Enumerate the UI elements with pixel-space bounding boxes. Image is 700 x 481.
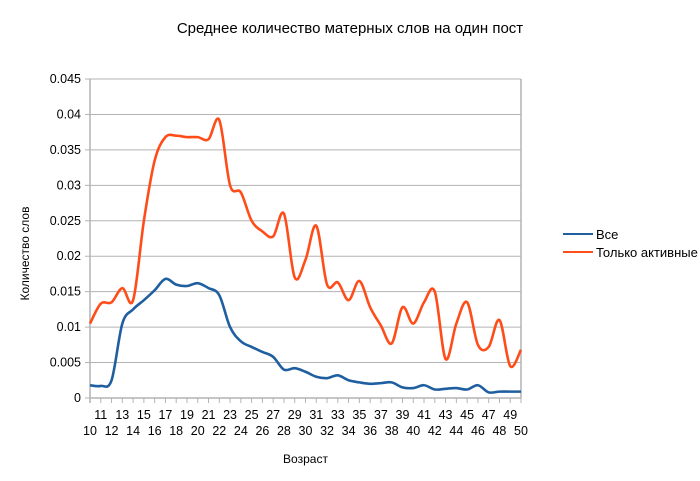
y-axis-title: Количество слов [18,207,32,301]
x-axis-title: Возраст [283,452,328,466]
legend-swatch-all [563,233,593,235]
x-tick-label: 17 [158,408,172,422]
x-tick-label: 38 [385,424,399,438]
y-tick-label: 0.045 [50,72,81,86]
x-tick-label: 13 [115,408,129,422]
chart-title: Среднее количество матерных слов на один… [176,20,524,37]
x-tick-label: 22 [212,424,226,438]
legend-label: Все [596,226,619,242]
x-tick-label: 32 [320,424,334,438]
x-tick-label: 23 [223,408,237,422]
x-tick-label: 19 [180,408,194,422]
y-tick-label: 0.025 [50,214,81,228]
x-tick-label: 12 [105,424,119,438]
legend: Все Только активные [563,225,698,261]
x-tick-label: 50 [514,424,528,438]
x-tick-label: 43 [439,408,453,422]
x-tick-label: 16 [148,424,162,438]
x-tick-label: 45 [460,408,474,422]
x-tick-label: 21 [202,408,216,422]
x-tick-label: 41 [417,408,431,422]
legend-item-active: Только активные [563,243,698,261]
x-tick-label: 18 [169,424,183,438]
legend-swatch-active [563,251,593,253]
x-tick-label: 42 [428,424,442,438]
x-tick-label: 11 [94,408,107,422]
x-tick-label: 36 [363,424,377,438]
x-tick-label: 10 [83,424,97,438]
y-tick-label: 0.03 [57,178,81,192]
y-tick-label: 0.02 [57,249,81,263]
x-tick-label: 47 [482,408,496,422]
x-tick-label: 35 [352,408,366,422]
y-tick-label: 0 [74,391,81,405]
x-tick-label: 39 [396,408,410,422]
x-tick-label: 20 [191,424,205,438]
x-tick-label: 25 [245,408,259,422]
x-tick-label: 46 [471,424,485,438]
x-tick-label: 37 [374,408,388,422]
legend-label: Только активные [596,244,698,260]
series-line-active [88,117,523,369]
x-tick-label: 14 [126,424,140,438]
x-tick-label: 44 [449,424,463,438]
x-tick-label: 33 [331,408,345,422]
x-tick-label: 27 [266,408,280,422]
series-line-all [89,277,521,394]
x-tick-label: 26 [255,424,269,438]
legend-item-all: Все [563,225,698,243]
x-tick-label: 30 [299,424,313,438]
x-tick-label: 15 [137,408,151,422]
x-tick-label: 48 [492,424,506,438]
y-tick-label: 0.04 [57,107,81,121]
y-tick-label: 0.035 [50,143,81,157]
x-tick-label: 34 [342,424,356,438]
y-tick-label: 0.005 [50,356,81,370]
x-tick-label: 24 [234,424,248,438]
x-tick-label: 49 [503,408,517,422]
x-tick-label: 40 [406,424,420,438]
y-tick-label: 0.015 [50,285,81,299]
x-tick-label: 31 [309,408,323,422]
x-tick-label: 29 [288,408,302,422]
y-tick-label: 0.01 [57,320,81,334]
x-tick-label: 28 [277,424,291,438]
